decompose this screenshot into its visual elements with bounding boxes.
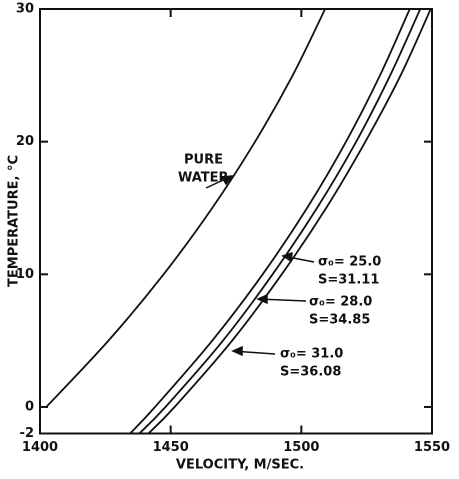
y-tick-label: 0: [25, 399, 34, 414]
plot-frame: [39, 8, 433, 435]
x-tick-label: 1500: [283, 440, 319, 455]
x-axis-label: VELOCITY, M/SEC.: [176, 458, 304, 473]
series-label: σ₀= 31.0: [280, 347, 343, 362]
y-tick-label: 10: [16, 267, 34, 282]
series-label: WATER: [178, 171, 229, 186]
annotation-arrows: [205, 175, 315, 357]
series-label: σ₀= 28.0: [309, 295, 372, 310]
series-line: [138, 8, 422, 435]
series-line: [129, 8, 411, 435]
series-line: [45, 8, 326, 408]
y-tick-label: 20: [16, 134, 34, 149]
x-tick-label: 1550: [414, 440, 450, 455]
series-label: PURE: [184, 153, 223, 168]
x-tick-label: 1450: [153, 440, 189, 455]
y-tick-label: 30: [16, 2, 34, 17]
series-line: [147, 8, 432, 435]
series-label: σ₀= 25.0: [318, 255, 381, 270]
y-tick-label: -2: [20, 426, 34, 441]
series-label: S=34.85: [309, 313, 370, 328]
series-label: S=31.11: [318, 273, 379, 288]
x-tick-label: 1400: [22, 440, 58, 455]
y-axis-label: TEMPERATURE, °C: [7, 155, 22, 287]
series-label: S=36.08: [280, 365, 341, 380]
